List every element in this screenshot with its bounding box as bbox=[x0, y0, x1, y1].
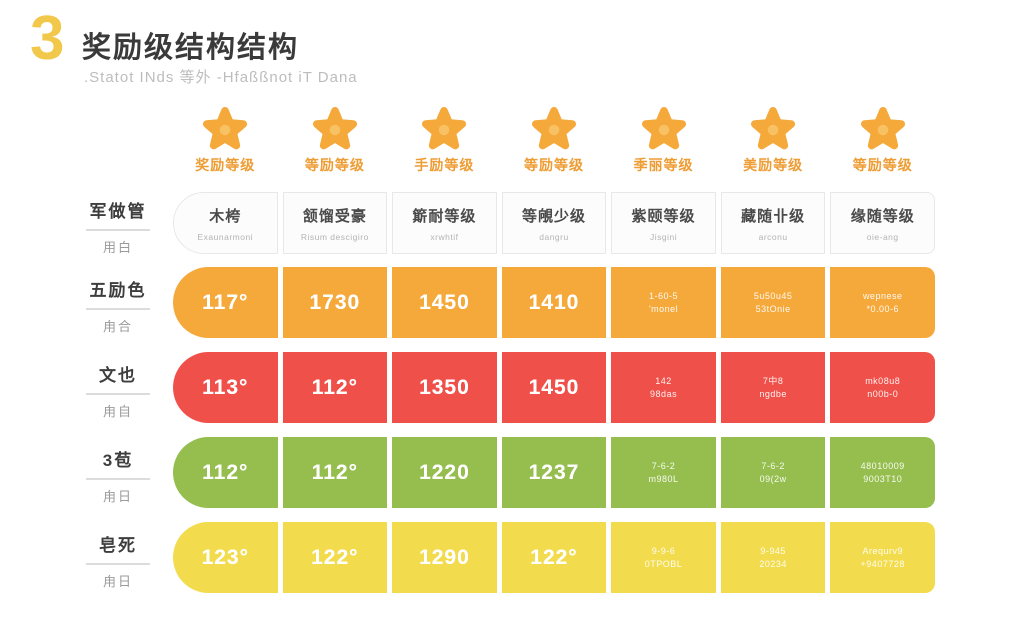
column-star: 等励等级 bbox=[502, 106, 607, 184]
column-header-label: 等励等级 bbox=[852, 157, 913, 173]
column-header-label: 等励等级 bbox=[523, 157, 584, 173]
table-cell: 112° bbox=[282, 352, 388, 423]
table-header-cell: 颔馏受豪 Risum descigiro bbox=[282, 192, 388, 254]
table-row: 112° 112° 1220 1237 7-6-2 m980L 7-6-2 09(2… bbox=[173, 437, 935, 508]
table-cell: 142 98das bbox=[611, 352, 716, 423]
star-icon bbox=[312, 106, 357, 150]
table-row: 113° 112° 1350 1450 142 98das 7中8 ngdbe mk… bbox=[173, 352, 935, 423]
table-cell: Arequrv9 +9407728 bbox=[830, 522, 935, 593]
table-cell: 48010009 9003T10 bbox=[830, 437, 935, 508]
label-divider bbox=[86, 478, 150, 480]
star-icon bbox=[203, 106, 248, 150]
column-star: 季丽等级 bbox=[611, 106, 716, 184]
star-icon bbox=[641, 106, 686, 150]
column-star: 美励等级 bbox=[721, 106, 826, 184]
label-divider bbox=[86, 563, 150, 565]
table-cell: 1450 bbox=[501, 352, 607, 423]
table-cell: 1-60-5'monel bbox=[611, 267, 716, 338]
table-row: 123° 122° 1290 122° 9-9-6 0TPOBL 9-945 202… bbox=[173, 522, 935, 593]
column-star: 手励等级 bbox=[392, 106, 497, 184]
label-divider bbox=[86, 308, 150, 310]
table-cell: 7中8 ngdbe bbox=[720, 352, 826, 423]
table-cell: 7-6-2 m980L bbox=[611, 437, 716, 508]
table-cell: 113° bbox=[173, 352, 278, 423]
column-header-label: 手励等级 bbox=[414, 157, 475, 173]
star-icon bbox=[531, 106, 577, 150]
column-star: 奖励等级 bbox=[173, 106, 278, 184]
table-header-row: 木桍 Exaunarmoni 颔馏受豪 Risum descigiro 簛耐等级 xr… bbox=[173, 192, 935, 254]
column-header-label: 奖励等级 bbox=[195, 157, 256, 173]
table-cell: 7-6-2 09(2w bbox=[720, 437, 826, 508]
section-number: 3 bbox=[30, 4, 65, 73]
table-cell: 9-9-6 0TPOBL bbox=[611, 522, 716, 593]
table-header-cell: 簛耐等级 xrwhtif bbox=[392, 192, 497, 254]
table-cell: 1220 bbox=[392, 437, 497, 508]
page-title: 奖励级结构结构 bbox=[82, 32, 300, 64]
column-header-label: 美励等级 bbox=[743, 157, 804, 173]
table-cell: 122° bbox=[501, 522, 607, 593]
table-cell: 1237 bbox=[501, 437, 607, 508]
column-header-label: 等励等级 bbox=[304, 157, 365, 173]
table-cell: 1730 bbox=[282, 267, 388, 338]
table-cell: 122° bbox=[282, 522, 388, 593]
row-label: 3苞 甪日 bbox=[62, 446, 174, 505]
table-cell: 112° bbox=[282, 437, 388, 508]
row-label: 军做管 用白 bbox=[62, 197, 174, 256]
star-header-row: 奖励等级 等励等级 手励等级 等励等级 季丽等级 美励等级 等励等级 bbox=[173, 106, 935, 184]
label-divider bbox=[86, 229, 150, 231]
star-icon bbox=[422, 106, 467, 150]
table-cell: 1410 bbox=[501, 267, 607, 338]
table-cell: mk08u8 n00b-0 bbox=[830, 352, 935, 423]
table-cell: 123° bbox=[173, 522, 278, 593]
table-cell: wepnese *0.00-6 bbox=[830, 267, 935, 338]
table-header-cell: 缘随等级 oie-ang bbox=[830, 192, 935, 254]
label-divider bbox=[86, 393, 150, 395]
star-icon bbox=[751, 106, 796, 150]
page-subtitle: .Statot INds 等外 -Hfaßßnot iT Dana bbox=[84, 69, 358, 86]
column-header-label: 季丽等级 bbox=[633, 157, 694, 173]
star-icon bbox=[860, 106, 905, 150]
row-label: 皂死 甪日 bbox=[62, 531, 174, 590]
column-star: 等励等级 bbox=[283, 106, 388, 184]
row-label: 五励色 甪合 bbox=[62, 276, 174, 335]
table-header-cell: 紫颐等级 Jisgini bbox=[611, 192, 716, 254]
table-cell: 1290 bbox=[392, 522, 497, 593]
row-label: 文也 甪自 bbox=[62, 361, 174, 420]
table-cell: 5u50u45 53tOnie bbox=[720, 267, 826, 338]
table-cell: 112° bbox=[173, 437, 278, 508]
table-header-cell: 等䚁少级 dangru bbox=[501, 192, 607, 254]
table-row: 117° 1730 1450 1410 1-60-5'monel 5u50u45… bbox=[173, 267, 935, 338]
table-cell: 117° bbox=[173, 267, 278, 338]
table-cell: 1350 bbox=[392, 352, 497, 423]
table-header-cell: 藏随卝级 arconu bbox=[720, 192, 826, 254]
column-star: 等励等级 bbox=[830, 106, 935, 184]
table-header-cell: 木桍 Exaunarmoni bbox=[173, 192, 278, 254]
table-cell: 9-945 20234 bbox=[720, 522, 826, 593]
table-cell: 1450 bbox=[392, 267, 497, 338]
